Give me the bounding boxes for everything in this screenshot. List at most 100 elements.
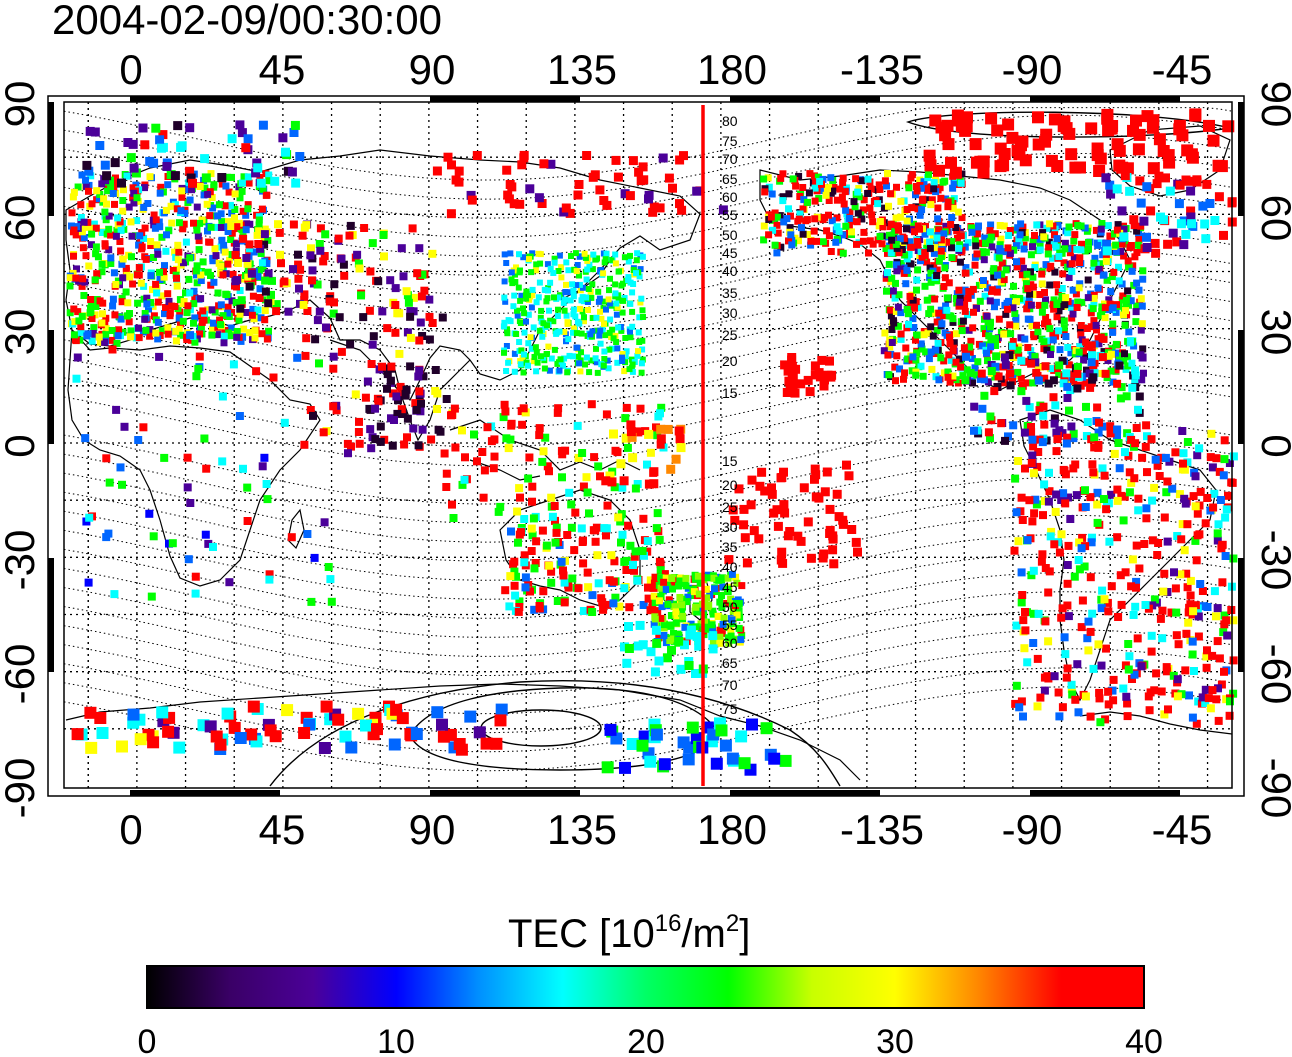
- tec-cell: [554, 313, 561, 319]
- tec-cell: [564, 369, 571, 376]
- tec-cell: [1032, 138, 1045, 151]
- tec-cell: [940, 312, 948, 320]
- tec-cell: [192, 372, 201, 381]
- tec-cell: [1105, 306, 1113, 314]
- tec-cell: [1174, 640, 1183, 649]
- tec-cell: [842, 460, 851, 470]
- tec-cell: [825, 529, 835, 538]
- tec-cell: [1131, 371, 1140, 380]
- tec-cell: [804, 231, 811, 238]
- tec-cell: [754, 534, 764, 544]
- tec-cell: [539, 333, 546, 340]
- tec-cell: [619, 358, 626, 364]
- geomag-contour: [63, 534, 1233, 619]
- tec-cell: [605, 576, 614, 585]
- tec-cell: [170, 171, 180, 181]
- tec-cell: [520, 551, 529, 560]
- tec-cell: [112, 174, 119, 182]
- tec-cell: [107, 260, 115, 267]
- tec-cell: [1127, 339, 1135, 347]
- tec-cell: [619, 351, 626, 357]
- tec-cell: [561, 203, 571, 213]
- geomag-contour: [63, 610, 1233, 695]
- tec-cell: [238, 300, 246, 308]
- tec-cell: [938, 320, 946, 328]
- tec-cell: [964, 294, 972, 302]
- tec-cell: [913, 286, 920, 294]
- tec-cell: [602, 531, 610, 540]
- tec-cell: [787, 355, 797, 365]
- tec-cell: [143, 294, 151, 302]
- tec-cell: [1221, 552, 1230, 560]
- tec-cell: [589, 281, 596, 288]
- tec-cell: [1006, 369, 1014, 378]
- tec-cell: [1125, 263, 1133, 271]
- tec-cell: [1138, 353, 1147, 362]
- tec-cell: [118, 298, 126, 306]
- tec-cell: [1132, 541, 1141, 550]
- right-axis-tick-label: 30: [1253, 309, 1292, 356]
- tec-cell: [393, 409, 402, 418]
- tec-cell: [649, 479, 659, 489]
- tec-cell: [956, 258, 964, 266]
- tec-cell: [799, 184, 807, 191]
- tec-cell: [616, 459, 626, 469]
- tec-cell: [1112, 248, 1120, 256]
- tec-cell: [256, 174, 264, 181]
- tec-cell: [851, 203, 859, 211]
- tec-cell: [512, 271, 518, 278]
- tec-cell: [387, 362, 396, 371]
- tec-cell: [77, 328, 85, 336]
- tec-cell: [636, 314, 643, 321]
- tec-cell: [864, 175, 872, 183]
- tec-cell: [524, 292, 531, 299]
- tec-cell: [934, 204, 942, 212]
- tec-cell: [864, 190, 872, 197]
- tec-cell: [1139, 345, 1147, 353]
- tec-cell: [302, 221, 311, 230]
- tec-cell: [112, 281, 120, 288]
- tec-cell: [579, 607, 588, 615]
- tec-cell: [146, 173, 154, 181]
- tec-cell: [1081, 503, 1090, 511]
- tec-cell: [551, 538, 560, 547]
- tec-cell: [300, 290, 309, 299]
- tec-cell: [1006, 249, 1014, 257]
- tec-cell: [1070, 572, 1079, 581]
- tec-cell: [606, 329, 613, 336]
- tec-cell: [111, 311, 119, 319]
- tec-cell: [694, 636, 704, 645]
- tec-cell: [1017, 356, 1026, 365]
- tec-cell: [1022, 280, 1030, 288]
- tec-cell: [501, 586, 510, 595]
- tec-cell: [355, 264, 364, 273]
- tec-cell: [1074, 556, 1083, 564]
- tec-cell: [77, 323, 85, 331]
- tec-cell: [798, 224, 805, 232]
- tec-cell: [836, 185, 844, 193]
- tec-cell: [1029, 379, 1037, 387]
- tec-cell: [153, 241, 161, 249]
- tec-cell: [1026, 315, 1034, 323]
- tec-cell: [941, 264, 949, 272]
- tec-cell: [1027, 359, 1036, 368]
- tec-cell: [374, 277, 383, 286]
- tec-cell: [966, 369, 975, 377]
- tec-cell: [259, 185, 267, 193]
- tec-cell: [220, 241, 228, 249]
- tec-cell: [987, 367, 996, 375]
- tec-cell: [985, 112, 998, 125]
- tec-cell: [622, 335, 629, 341]
- tec-cell: [729, 636, 737, 644]
- tec-cell: [239, 464, 247, 473]
- frame-tick-bar: [1030, 790, 1180, 796]
- tec-cell: [307, 597, 316, 606]
- tec-cell: [848, 228, 855, 236]
- tec-cell: [152, 216, 160, 224]
- tec-cell: [903, 266, 911, 274]
- tec-cell: [581, 314, 587, 321]
- tec-cell: [1179, 459, 1187, 468]
- tec-cell: [1069, 434, 1078, 443]
- tec-cell: [539, 447, 548, 456]
- tec-cell: [264, 236, 272, 244]
